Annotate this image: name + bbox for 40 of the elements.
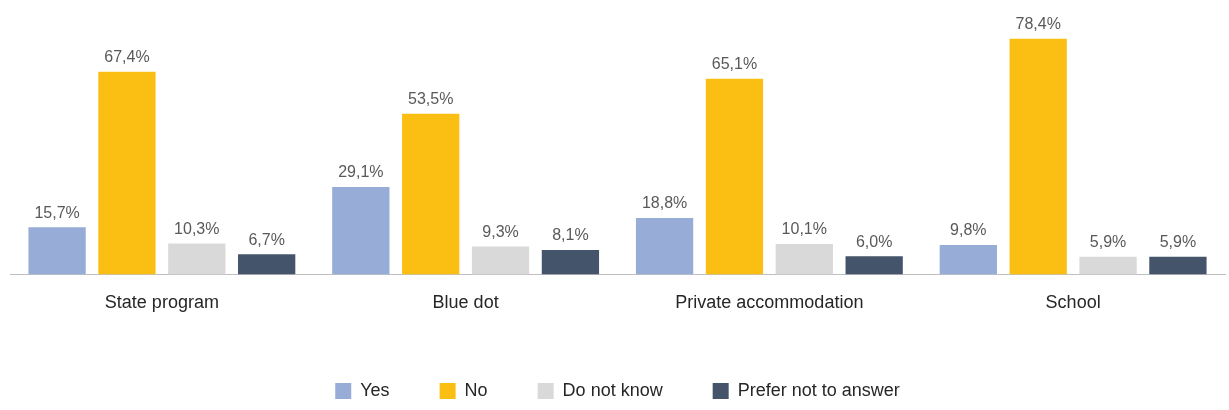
bar bbox=[635, 217, 694, 275]
bar bbox=[1009, 38, 1067, 275]
data-label: 67,4% bbox=[104, 48, 150, 66]
data-label: 18,8% bbox=[641, 194, 688, 212]
bar bbox=[332, 186, 390, 275]
x-tick-label: School bbox=[1045, 292, 1101, 313]
legend-label: Prefer not to answer bbox=[737, 379, 900, 400]
data-label: 8,1% bbox=[552, 226, 589, 244]
data-label: 5,9% bbox=[1089, 233, 1127, 251]
data-label: 53,5% bbox=[408, 90, 454, 108]
legend-label: No bbox=[464, 379, 488, 400]
data-label: 9,3% bbox=[482, 222, 519, 240]
data-label: 6,0% bbox=[855, 232, 893, 250]
data-label: 15,7% bbox=[34, 203, 80, 221]
bar bbox=[402, 113, 460, 275]
data-label: 10,3% bbox=[174, 219, 220, 237]
bar bbox=[705, 78, 764, 275]
x-tick-label: State program bbox=[104, 292, 219, 313]
bar bbox=[28, 227, 86, 275]
bar bbox=[939, 244, 997, 275]
bar bbox=[775, 244, 833, 275]
data-label: 6,7% bbox=[248, 230, 285, 248]
data-label: 29,1% bbox=[338, 163, 384, 181]
bar bbox=[1149, 256, 1207, 275]
bar bbox=[238, 254, 296, 275]
legend-label: Yes bbox=[360, 379, 390, 400]
data-label: 5,9% bbox=[1159, 233, 1197, 251]
bar bbox=[168, 243, 226, 275]
bar bbox=[98, 71, 156, 275]
x-tick-label: Blue dot bbox=[432, 292, 499, 313]
bar bbox=[541, 250, 600, 275]
data-label: 10,1% bbox=[781, 220, 827, 238]
x-tick-label: Private accommodation bbox=[675, 292, 864, 313]
data-label: 65,1% bbox=[711, 55, 758, 73]
legend-label: Do not know bbox=[562, 379, 664, 400]
data-label: 78,4% bbox=[1015, 15, 1061, 33]
bar bbox=[1079, 256, 1137, 275]
bar bbox=[845, 256, 903, 275]
data-label: 9,8% bbox=[950, 221, 987, 239]
bar bbox=[471, 246, 530, 275]
